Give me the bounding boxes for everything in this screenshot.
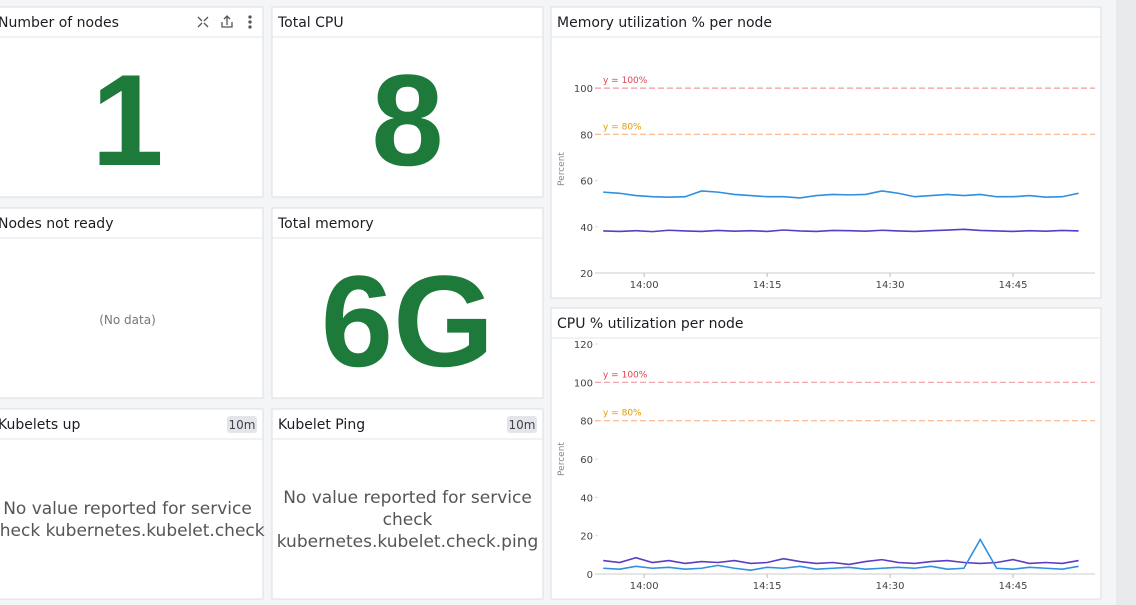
reference-label: y = 80%	[603, 409, 642, 419]
menu-icon[interactable]	[248, 15, 252, 19]
series-line	[603, 190, 1079, 199]
y-tick-label: 40	[580, 223, 593, 234]
badge	[507, 416, 537, 433]
panel	[550, 6, 1102, 299]
y-tick-label: 20	[580, 532, 593, 543]
panel	[0, 408, 264, 600]
no-data-message: No value reported for service	[3, 499, 252, 519]
panel	[0, 207, 264, 399]
query-value: 1	[91, 47, 163, 193]
reference-label: y = 100%	[603, 76, 648, 86]
y-axis-label: Percent	[557, 442, 567, 476]
panel	[271, 6, 544, 198]
chart-title: Memory utilization % per node	[557, 15, 772, 31]
no-data-message: kubernetes.kubelet.check.ping	[277, 532, 539, 552]
query-value: 6G	[321, 248, 494, 394]
reference-label: y = 100%	[603, 370, 648, 380]
y-tick-label: 60	[580, 177, 593, 188]
series-line	[603, 228, 1079, 233]
x-tick-label: 14:00	[630, 280, 659, 291]
y-axis-label: Percent	[557, 152, 567, 186]
query-value: 8	[371, 47, 443, 193]
x-tick-label: 14:30	[876, 581, 905, 592]
series-line	[603, 537, 1079, 571]
y-tick-label: 20	[580, 269, 593, 280]
widget-title: Number of nodes	[0, 15, 119, 31]
panel	[0, 6, 264, 198]
widget-title: Total CPU	[277, 15, 344, 31]
chart-title: CPU % utilization per node	[557, 316, 744, 332]
panel	[271, 408, 544, 600]
share-icon[interactable]	[221, 15, 233, 28]
badge-text: 10m	[229, 418, 256, 432]
y-tick-label: 0	[587, 570, 593, 581]
x-tick-label: 14:00	[630, 581, 659, 592]
y-tick-label: 60	[580, 455, 593, 466]
x-tick-label: 14:30	[876, 280, 905, 291]
y-tick-label: 40	[580, 493, 593, 504]
x-tick-label: 14:45	[999, 581, 1028, 592]
x-tick-label: 14:45	[999, 280, 1028, 291]
scrollbar[interactable]	[1116, 0, 1136, 605]
no-data-message: No value reported for service	[283, 488, 532, 508]
y-tick-label: 80	[580, 417, 593, 428]
expand-icon[interactable]	[197, 16, 209, 28]
widget-icons	[197, 15, 252, 29]
badge-text: 10m	[509, 418, 536, 432]
x-tick-label: 14:15	[753, 280, 782, 291]
y-tick-label: 100	[574, 378, 593, 389]
no-data-message: check kubernetes.kubelet.check	[0, 521, 265, 541]
series-line	[603, 556, 1079, 566]
widget-title: Kubelets up	[0, 417, 80, 433]
panel	[550, 307, 1102, 600]
y-tick-label: 100	[574, 84, 593, 95]
y-tick-label: 80	[580, 130, 593, 141]
reference-label: y = 80%	[603, 122, 642, 132]
widget-title: Total memory	[277, 216, 374, 232]
y-tick-label: 120	[574, 340, 593, 351]
widget-title: Kubelet Ping	[278, 417, 365, 433]
no-data-message: (No data)	[99, 313, 156, 327]
badge	[227, 416, 257, 433]
panel	[271, 207, 544, 399]
no-data-message: check	[383, 510, 433, 530]
widget-title: Nodes not ready	[0, 216, 113, 232]
x-tick-label: 14:15	[753, 581, 782, 592]
